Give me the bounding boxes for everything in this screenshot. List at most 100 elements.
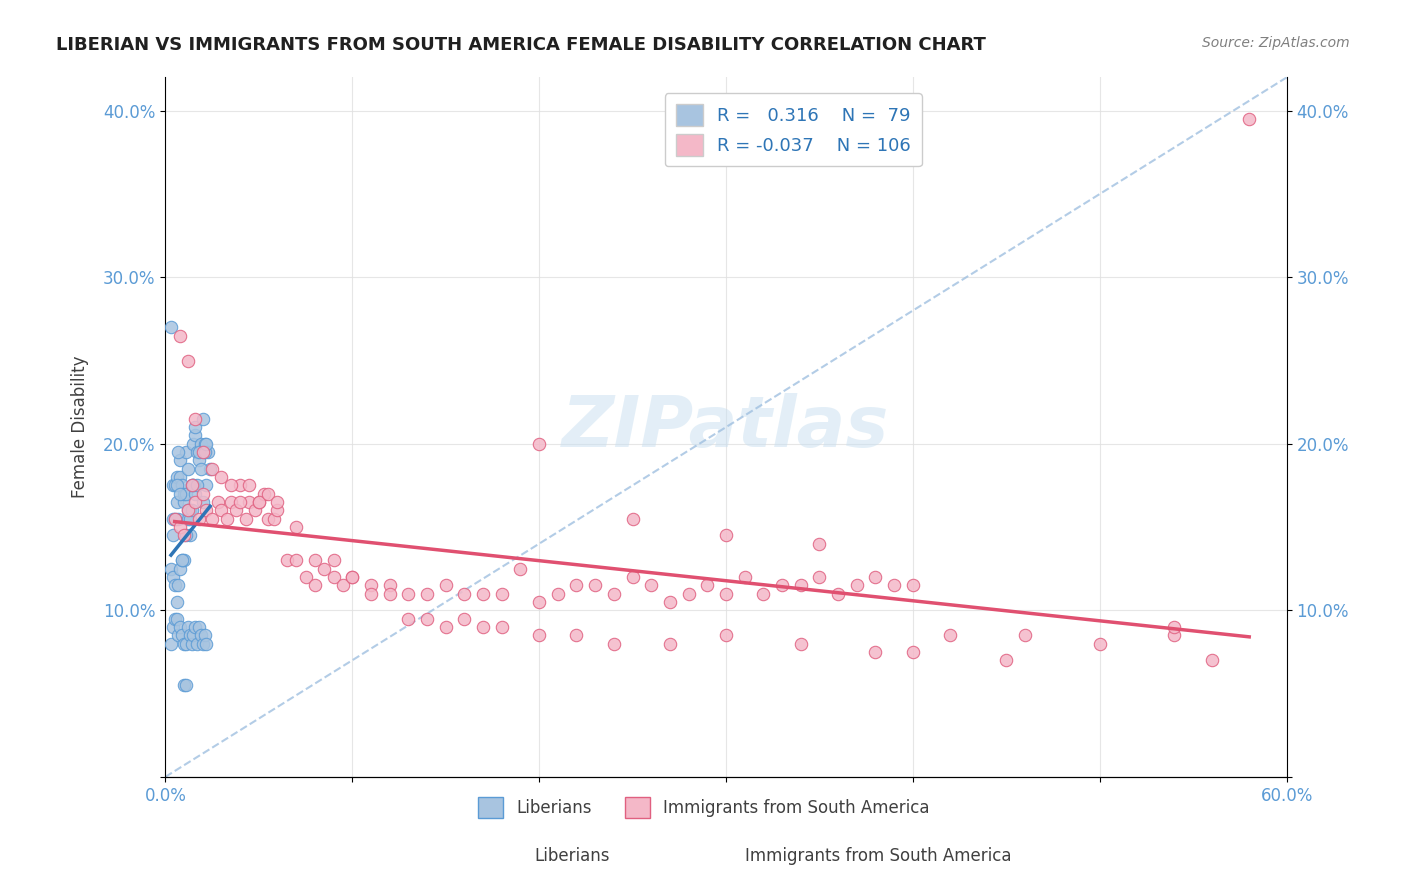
Point: [752, 587, 775, 601]
Point: [603, 587, 626, 601]
Point: [865, 645, 887, 659]
Point: [162, 512, 184, 526]
Point: [162, 570, 184, 584]
Point: [183, 628, 205, 642]
Point: [169, 470, 191, 484]
Point: [416, 612, 439, 626]
Text: ZIPatlas: ZIPatlas: [562, 392, 890, 462]
Point: [209, 470, 232, 484]
Point: [603, 637, 626, 651]
Point: [180, 478, 202, 492]
Point: [180, 503, 202, 517]
Point: [509, 562, 531, 576]
Point: [790, 637, 813, 651]
Point: [169, 328, 191, 343]
Point: [162, 620, 184, 634]
Point: [163, 512, 186, 526]
Point: [172, 628, 194, 642]
Point: [238, 495, 260, 509]
Point: [621, 570, 644, 584]
Point: [172, 478, 194, 492]
Point: [207, 495, 229, 509]
Point: [174, 445, 197, 459]
Point: [190, 462, 212, 476]
Point: [453, 587, 475, 601]
Point: [186, 445, 208, 459]
Point: [169, 453, 191, 467]
Point: [547, 587, 569, 601]
Point: [194, 437, 217, 451]
Point: [209, 503, 232, 517]
Point: [179, 628, 201, 642]
Point: [360, 587, 382, 601]
Point: [177, 620, 200, 634]
Point: [191, 445, 214, 459]
Point: [527, 595, 550, 609]
Point: [678, 587, 700, 601]
Point: [332, 578, 354, 592]
Text: LIBERIAN VS IMMIGRANTS FROM SOUTH AMERICA FEMALE DISABILITY CORRELATION CHART: LIBERIAN VS IMMIGRANTS FROM SOUTH AMERIC…: [56, 36, 986, 54]
Point: [191, 487, 214, 501]
Point: [285, 553, 308, 567]
Point: [219, 495, 242, 509]
Point: [304, 553, 326, 567]
Point: [160, 637, 183, 651]
Point: [195, 437, 218, 451]
Point: [172, 553, 194, 567]
Point: [179, 512, 201, 526]
Point: [177, 503, 200, 517]
Point: [827, 587, 849, 601]
Point: [188, 445, 211, 459]
Point: [658, 637, 681, 651]
Point: [808, 537, 831, 551]
Point: [173, 528, 195, 542]
Point: [491, 587, 513, 601]
Point: [229, 495, 252, 509]
Point: [173, 553, 195, 567]
Point: [163, 612, 186, 626]
Point: [177, 512, 200, 526]
Point: [1163, 620, 1185, 634]
Point: [167, 512, 190, 526]
Point: [179, 503, 201, 517]
Point: [491, 620, 513, 634]
Point: [770, 578, 793, 592]
Point: [173, 487, 195, 501]
Point: [186, 637, 208, 651]
Point: [322, 570, 344, 584]
Point: [901, 578, 924, 592]
Point: [190, 437, 212, 451]
Point: [163, 512, 186, 526]
Point: [188, 620, 211, 634]
Point: [416, 587, 439, 601]
Point: [527, 628, 550, 642]
Point: [162, 528, 184, 542]
Point: [169, 520, 191, 534]
Point: [247, 495, 270, 509]
Point: [215, 512, 238, 526]
Point: [314, 562, 336, 576]
Point: [177, 462, 200, 476]
Point: [183, 437, 205, 451]
Point: [247, 495, 270, 509]
Point: [174, 528, 197, 542]
Point: [184, 428, 207, 442]
Point: [808, 570, 831, 584]
Point: [197, 445, 219, 459]
Point: [173, 495, 195, 509]
Text: Liberians: Liberians: [534, 847, 610, 865]
Point: [714, 587, 737, 601]
Point: [229, 478, 252, 492]
Point: [163, 578, 186, 592]
Point: [225, 503, 247, 517]
Point: [169, 562, 191, 576]
Point: [186, 478, 208, 492]
Point: [621, 512, 644, 526]
Point: [304, 578, 326, 592]
Point: [184, 620, 207, 634]
Point: [180, 637, 202, 651]
Point: [658, 595, 681, 609]
Point: [174, 678, 197, 692]
Point: [939, 628, 962, 642]
Point: [1237, 112, 1260, 126]
